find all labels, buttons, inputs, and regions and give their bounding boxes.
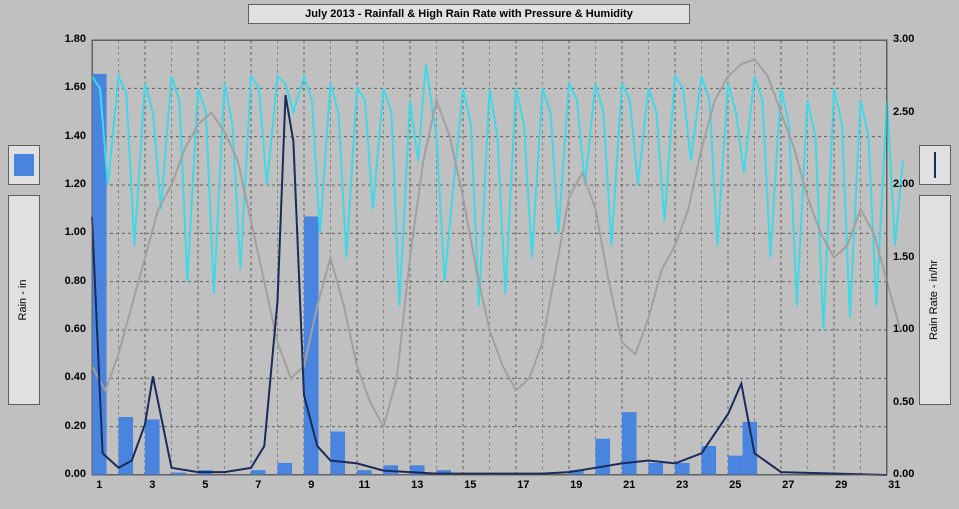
left-axis-label: Rain - in bbox=[17, 280, 29, 321]
legend-left-swatch-box bbox=[8, 145, 40, 185]
legend-right-swatch-box bbox=[919, 145, 951, 185]
line-swatch-icon bbox=[925, 150, 945, 180]
chart-svg bbox=[0, 0, 959, 509]
right-axis-label: Rain Rate - in/hr bbox=[928, 260, 940, 340]
bar-swatch bbox=[14, 154, 34, 176]
left-axis-label-box: Rain - in bbox=[8, 195, 40, 405]
right-axis-label-box: Rain Rate - in/hr bbox=[919, 195, 951, 405]
